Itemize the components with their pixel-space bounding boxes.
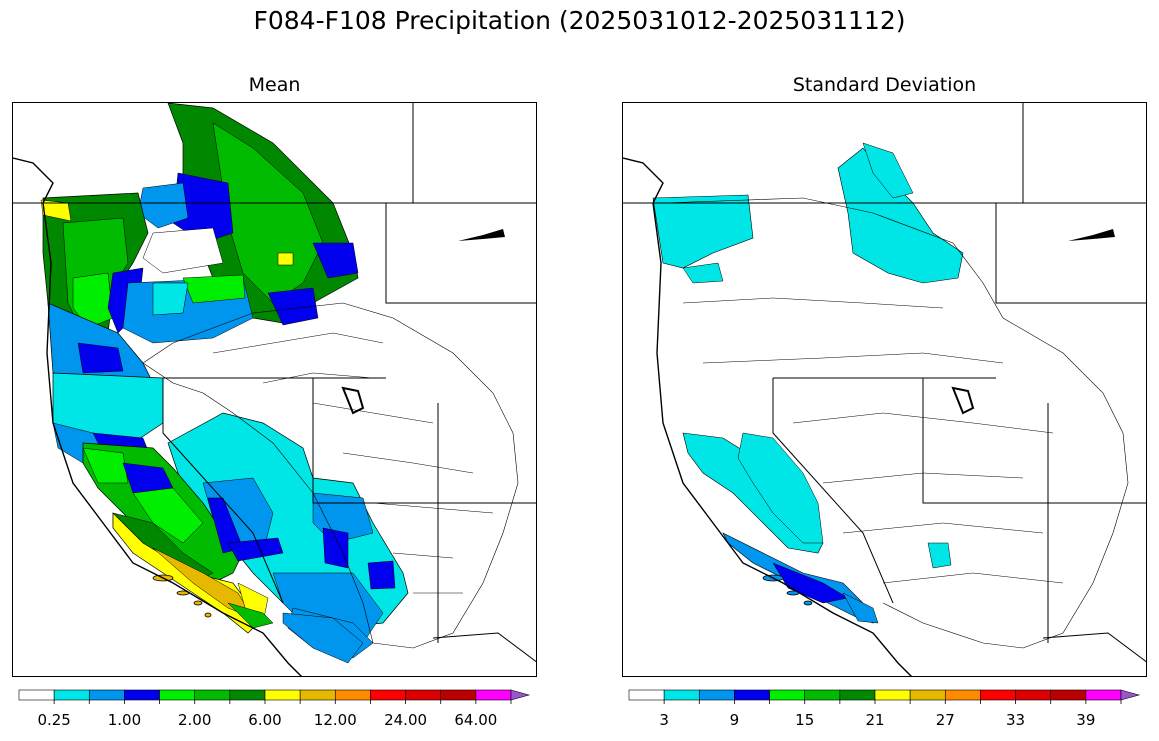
colorbar-swatch <box>839 689 876 701</box>
colorbar-swatch <box>628 689 665 701</box>
colorbar-swatch <box>698 689 735 701</box>
colorbar-swatch <box>874 689 911 701</box>
colorbar-extend-arrow <box>1120 689 1141 701</box>
mean-map <box>12 102 537 677</box>
colorbar-swatch <box>1015 689 1052 701</box>
colorbar-swatch <box>334 689 371 701</box>
colorbar-tick-label: 33 <box>1006 711 1026 729</box>
colorbar-swatch <box>909 689 946 701</box>
colorbar-swatch <box>299 689 336 701</box>
colorbar-swatch <box>370 689 406 701</box>
colorbar-tick-label: 21 <box>865 711 885 729</box>
colorbar-swatch <box>124 689 160 701</box>
colorbar-swatch <box>1085 689 1122 701</box>
colorbar-swatch <box>264 689 301 701</box>
colorbar-tick-label: 9 <box>729 711 740 729</box>
colorbar-swatch <box>944 689 981 701</box>
colorbar-swatch <box>53 689 90 701</box>
colorbar-tick-label: 12.00 <box>313 711 357 729</box>
mean-colorbar <box>18 689 531 704</box>
colorbar-swatch <box>405 689 442 701</box>
colorbar-tick-label: 27 <box>935 711 955 729</box>
colorbar-tick-label: 0.25 <box>37 711 71 729</box>
colorbar-tick-label: 64.00 <box>454 711 498 729</box>
colorbar-swatch <box>475 689 512 701</box>
colorbar-tick-label: 2.00 <box>178 711 212 729</box>
colorbar-tick-label: 3 <box>659 711 669 729</box>
colorbar-tick-label: 15 <box>795 711 815 729</box>
colorbar-swatch <box>769 689 806 701</box>
colorbar-swatch <box>1050 689 1087 701</box>
colorbar-swatch <box>440 689 477 701</box>
colorbar-extend-arrow <box>510 689 531 701</box>
mean-panel-title: Mean <box>248 74 301 96</box>
colorbar-swatch <box>734 689 770 701</box>
colorbar-swatch <box>229 689 266 701</box>
colorbar-swatch <box>88 689 125 701</box>
figure-title: F084-F108 Precipitation (2025031012-2025… <box>253 6 906 35</box>
colorbar-tick-label: 24.00 <box>384 711 428 729</box>
colorbar-tick-label: 39 <box>1076 711 1096 729</box>
colorbar-tick-label: 6.00 <box>248 711 282 729</box>
stddev-colorbar <box>628 689 1141 704</box>
stddev-map <box>622 102 1147 677</box>
colorbar-swatch <box>980 689 1016 701</box>
colorbar-swatch <box>159 689 196 701</box>
colorbar-swatch <box>804 689 841 701</box>
colorbar-swatch <box>663 689 700 701</box>
colorbar-swatch <box>194 689 231 701</box>
stddev-panel-title: Standard Deviation <box>792 74 977 96</box>
colorbar-tick-label: 1.00 <box>107 711 142 729</box>
colorbar-swatch <box>18 689 55 701</box>
